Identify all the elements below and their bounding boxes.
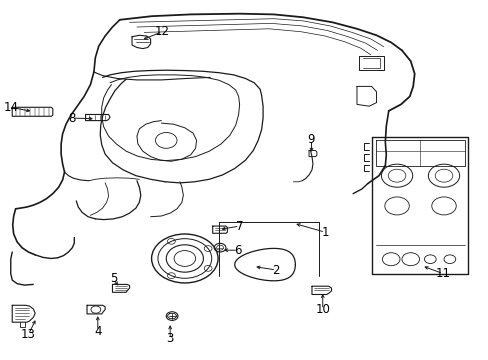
Text: 3: 3 bbox=[166, 332, 174, 345]
Text: 8: 8 bbox=[68, 112, 76, 125]
Text: 13: 13 bbox=[21, 328, 36, 341]
Text: 14: 14 bbox=[3, 101, 18, 114]
Text: 7: 7 bbox=[235, 220, 243, 233]
Text: 4: 4 bbox=[94, 325, 102, 338]
Text: 12: 12 bbox=[155, 25, 169, 38]
Text: 11: 11 bbox=[435, 267, 449, 280]
Text: 10: 10 bbox=[315, 303, 329, 316]
Text: 6: 6 bbox=[234, 244, 242, 257]
Text: 2: 2 bbox=[272, 264, 280, 276]
Text: 5: 5 bbox=[109, 273, 117, 285]
Text: 9: 9 bbox=[307, 133, 315, 146]
Text: 1: 1 bbox=[321, 226, 328, 239]
